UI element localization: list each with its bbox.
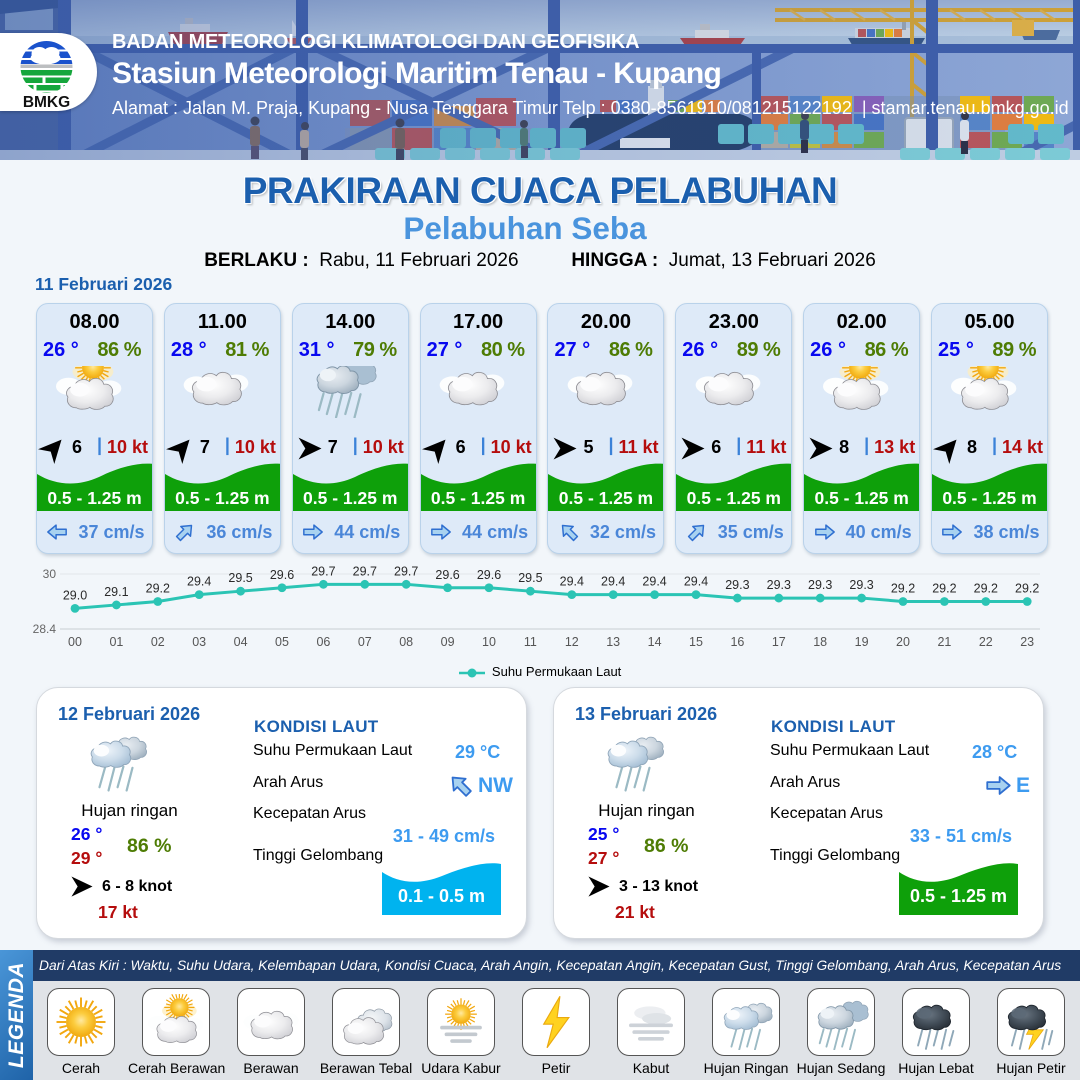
svg-text:23: 23 [1020,635,1034,649]
svg-text:29.4: 29.4 [601,575,625,589]
svg-text:29.3: 29.3 [849,578,873,592]
svg-text:29.2: 29.2 [974,582,998,596]
svg-text:29.7: 29.7 [394,564,418,578]
svg-text:29.3: 29.3 [725,578,749,592]
svg-text:29.4: 29.4 [642,575,666,589]
svg-text:29.2: 29.2 [891,582,915,596]
svg-text:06: 06 [316,635,330,649]
svg-text:18: 18 [813,635,827,649]
svg-text:19: 19 [855,635,869,649]
svg-text:17: 17 [772,635,786,649]
svg-text:21: 21 [937,635,951,649]
svg-text:29.4: 29.4 [684,575,708,589]
svg-text:14: 14 [648,635,662,649]
svg-text:00: 00 [68,635,82,649]
svg-text:29.4: 29.4 [560,575,584,589]
svg-text:12: 12 [565,635,579,649]
svg-text:29.6: 29.6 [270,568,294,582]
svg-text:13: 13 [606,635,620,649]
svg-text:29.5: 29.5 [228,571,252,585]
svg-text:29.6: 29.6 [435,568,459,582]
svg-text:22: 22 [979,635,993,649]
svg-text:30: 30 [43,567,57,581]
svg-text:BMKG: BMKG [23,94,70,111]
svg-text:29.7: 29.7 [353,564,377,578]
svg-text:29.2: 29.2 [932,582,956,596]
svg-text:05: 05 [275,635,289,649]
svg-text:29.6: 29.6 [477,568,501,582]
svg-text:11: 11 [524,635,537,649]
svg-text:29.7: 29.7 [311,564,335,578]
svg-text:02: 02 [151,635,165,649]
svg-text:29.2: 29.2 [1015,582,1039,596]
svg-text:16: 16 [730,635,744,649]
svg-text:29.1: 29.1 [104,585,128,599]
svg-text:15: 15 [689,635,703,649]
svg-text:29.5: 29.5 [518,571,542,585]
svg-text:29.3: 29.3 [767,578,791,592]
svg-text:29.3: 29.3 [808,578,832,592]
svg-text:01: 01 [109,635,123,649]
svg-text:08: 08 [399,635,413,649]
svg-text:04: 04 [234,635,248,649]
svg-text:29.2: 29.2 [146,582,170,596]
svg-text:10: 10 [482,635,496,649]
svg-text:20: 20 [896,635,910,649]
svg-text:03: 03 [192,635,206,649]
svg-text:29.0: 29.0 [63,588,87,602]
svg-text:29.4: 29.4 [187,575,211,589]
svg-text:07: 07 [358,635,372,649]
svg-text:28.4: 28.4 [33,622,57,636]
svg-text:09: 09 [441,635,455,649]
